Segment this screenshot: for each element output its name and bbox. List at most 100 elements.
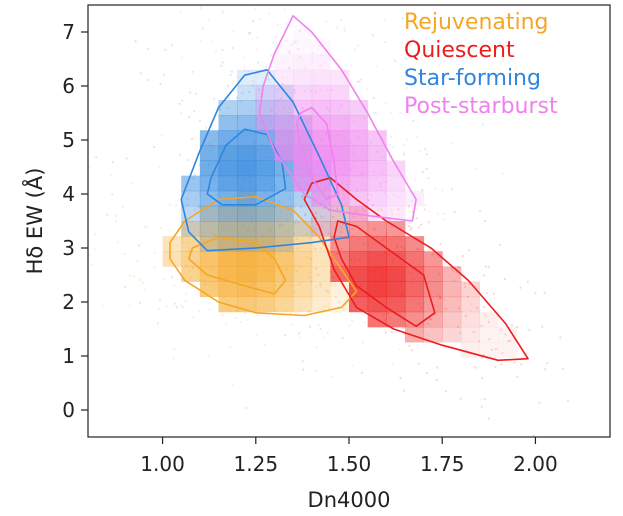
- scatter-point: [470, 302, 473, 306]
- scatter-point: [503, 277, 507, 281]
- scatter-point: [278, 226, 281, 229]
- scatter-point: [457, 265, 460, 269]
- histogram-bin: [311, 130, 331, 146]
- scatter-point: [319, 88, 322, 91]
- scatter-point: [387, 195, 390, 198]
- scatter-point: [374, 227, 377, 231]
- scatter-point: [263, 343, 267, 347]
- scatter-point: [331, 215, 335, 218]
- histogram-bin: [311, 100, 331, 116]
- scatter-point: [298, 310, 301, 313]
- histogram-bin: [237, 100, 257, 116]
- scatter-point: [402, 389, 405, 392]
- scatter-point: [409, 229, 412, 232]
- y-tick-label: 0: [62, 398, 75, 422]
- histogram-bin: [311, 266, 331, 282]
- histogram-bin: [293, 266, 313, 282]
- histogram-bin: [181, 221, 201, 237]
- histogram-bin: [274, 236, 294, 252]
- scatter-point: [193, 173, 196, 177]
- histogram-bin: [367, 145, 387, 162]
- scatter-point: [421, 100, 424, 104]
- scatter-point: [272, 41, 275, 44]
- scatter-point: [267, 78, 270, 81]
- scatter-point: [425, 371, 429, 375]
- histogram-bin: [293, 24, 313, 41]
- histogram-bin: [218, 175, 238, 192]
- scatter-point: [310, 280, 313, 284]
- histogram-bin: [218, 251, 238, 267]
- scatter-point: [351, 364, 354, 367]
- histogram-bin: [237, 175, 257, 192]
- histogram-bin: [311, 205, 331, 222]
- histogram-bin: [442, 266, 462, 282]
- scatter-point: [390, 208, 393, 211]
- scatter-point: [385, 231, 388, 234]
- histogram-bin: [311, 296, 331, 313]
- scatter-point: [297, 332, 300, 336]
- histogram-bin: [330, 281, 350, 298]
- scatter-point: [343, 27, 346, 30]
- scatter-point: [344, 304, 348, 307]
- histogram-bin: [386, 221, 406, 237]
- outer-contour: [180, 69, 350, 252]
- scatter-point: [293, 205, 296, 209]
- histogram-bin: [199, 190, 219, 207]
- histogram-bin: [367, 221, 387, 237]
- histogram-bin: [274, 266, 294, 282]
- scatter-point: [296, 247, 299, 250]
- scatter-point: [257, 208, 260, 211]
- scatter-point: [291, 323, 294, 326]
- histogram-bin: [199, 221, 219, 237]
- scatter-point: [405, 86, 408, 90]
- histogram-bin: [181, 175, 201, 192]
- scatter-point: [318, 44, 321, 47]
- inner-contour: [187, 236, 287, 295]
- scatter-point: [184, 206, 187, 209]
- histogram-bin: [181, 236, 201, 252]
- legend-item: Rejuvenating: [404, 10, 549, 35]
- scatter-point: [383, 18, 386, 21]
- scatter-point: [254, 7, 257, 10]
- scatter-point: [345, 241, 348, 244]
- histogram-bin: [255, 236, 275, 252]
- scatter-point: [393, 234, 396, 237]
- scatter-point: [243, 65, 246, 68]
- histogram-bin: [349, 296, 369, 313]
- scatter-point: [193, 209, 196, 213]
- scatter-point: [275, 112, 278, 115]
- scatter-point: [340, 248, 344, 251]
- histogram-bin: [386, 236, 406, 252]
- scatter-point: [294, 91, 297, 94]
- scatter-point: [186, 245, 189, 248]
- scatter-point: [159, 226, 163, 230]
- scatter-point: [180, 237, 184, 240]
- histogram-bin: [274, 115, 294, 131]
- scatter-point: [403, 151, 406, 154]
- histogram-bin: [255, 296, 275, 313]
- scatter-point: [288, 231, 291, 234]
- scatter-point: [413, 178, 416, 181]
- scatter-point: [478, 340, 481, 343]
- histogram-bin: [199, 251, 219, 267]
- scatter-point: [363, 209, 367, 212]
- scatter-point: [295, 219, 298, 222]
- histogram-bin: [293, 205, 313, 222]
- scatter-point: [459, 331, 462, 334]
- scatter-point: [293, 88, 296, 92]
- scatter-point: [325, 20, 328, 23]
- scatter-point: [421, 170, 425, 174]
- histogram-bin: [349, 251, 369, 267]
- scatter-point: [281, 76, 284, 79]
- scatter-point: [88, 254, 91, 257]
- histogram-bin: [367, 160, 387, 177]
- histogram-bin: [255, 160, 275, 177]
- histogram-bin: [237, 69, 257, 86]
- scatter-point: [407, 224, 411, 228]
- scatter-point: [160, 134, 163, 137]
- histogram-bin: [293, 84, 313, 101]
- scatter-point: [310, 217, 313, 221]
- histogram-bin: [181, 251, 201, 267]
- scatter-point: [451, 188, 454, 191]
- scatter-point: [415, 217, 418, 220]
